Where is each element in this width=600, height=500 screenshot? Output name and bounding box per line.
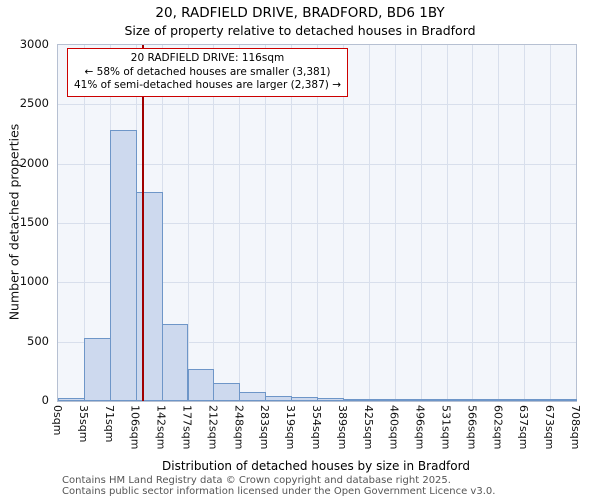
footer-attribution-1: Contains HM Land Registry data © Crown c… [62,475,451,486]
x-tick-label: 354sqm [310,405,323,450]
v-gridline [524,45,526,401]
annotation-line-2: ← 58% of detached houses are smaller (3,… [84,65,331,78]
histogram-bar [317,398,344,401]
histogram-bar [187,368,215,401]
histogram-bar [83,338,111,401]
x-tick-label: 708sqm [569,405,582,450]
v-gridline [265,45,267,401]
histogram-bar [135,191,163,401]
y-tick-label: 3000 [19,37,49,51]
x-tick-label: 637sqm [517,405,531,450]
x-tick-label: 566sqm [465,405,479,450]
chart-title: 20, RADFIELD DRIVE, BRADFORD, BD6 1BY [155,5,445,21]
y-tick-label: 500 [27,333,49,348]
y-tick-label: 2000 [19,155,49,170]
x-tick-label: 319sqm [284,405,298,450]
v-gridline [317,45,318,401]
x-tick-label: 177sqm [180,405,194,450]
y-tick-label: 0 [41,393,49,407]
y-tick-label: 2500 [19,96,49,111]
annotation-line-3: 41% of semi-detached houses are larger (… [73,79,341,91]
x-tick-label: 425sqm [361,405,375,450]
histogram-bar [342,398,370,401]
x-tick-label: 248sqm [232,405,246,450]
x-tick-label: 460sqm [387,405,401,450]
histogram-bar [446,399,474,401]
histogram-bar [394,399,422,401]
v-gridline [291,45,293,401]
v-gridline [472,45,474,401]
x-axis-label: Distribution of detached houses by size … [162,459,470,473]
histogram-bar [550,399,577,401]
property-size-marker-line [141,45,144,401]
v-gridline [187,45,189,401]
x-tick-label: 0sqm [51,405,64,436]
histogram-bar [213,383,241,401]
y-tick-label: 1500 [19,215,49,229]
plot-area: 20 RADFIELD DRIVE: 116sqm ← 58% of detac… [57,44,577,402]
v-gridline [83,45,85,401]
histogram-bar [498,399,526,401]
x-tick-label: 71sqm [102,405,116,443]
histogram-bar [58,398,85,401]
histogram-bar [109,130,137,401]
annotation-line-1: 20 RADFIELD DRIVE: 116sqm [130,52,285,64]
v-gridline [342,45,344,401]
x-tick-label: 602sqm [491,405,505,450]
annotation-box: 20 RADFIELD DRIVE: 116sqm ← 58% of detac… [67,48,348,97]
v-gridline [368,45,370,401]
x-tick-label: 142sqm [154,405,168,450]
v-gridline [420,45,422,401]
chart-subtitle: Size of property relative to detached ho… [124,23,476,38]
histogram-bar [368,399,396,401]
footer-attribution-2: Contains public sector information licen… [62,486,496,497]
x-tick-label: 106sqm [128,405,142,450]
histogram-bar [420,399,448,401]
histogram-bar [291,397,318,401]
x-tick-label: 212sqm [206,405,220,450]
v-gridline [213,45,215,401]
x-tick-label: 496sqm [413,405,427,450]
x-tick-label: 35sqm [76,405,90,443]
histogram-bar [265,395,293,401]
v-gridline [239,45,241,401]
x-tick-label: 531sqm [439,405,453,450]
histogram-bar [472,399,500,401]
x-tick-label: 389sqm [335,405,349,450]
x-tick-label: 283sqm [258,405,272,450]
histogram-bar [524,399,552,401]
x-tick-label: 673sqm [543,405,557,450]
v-gridline [446,45,448,401]
histogram-bar [239,391,267,401]
y-tick-label: 1000 [19,274,49,289]
v-gridline [550,45,552,401]
v-gridline [498,45,500,401]
histogram-bar [161,323,189,401]
v-gridline [394,45,396,401]
